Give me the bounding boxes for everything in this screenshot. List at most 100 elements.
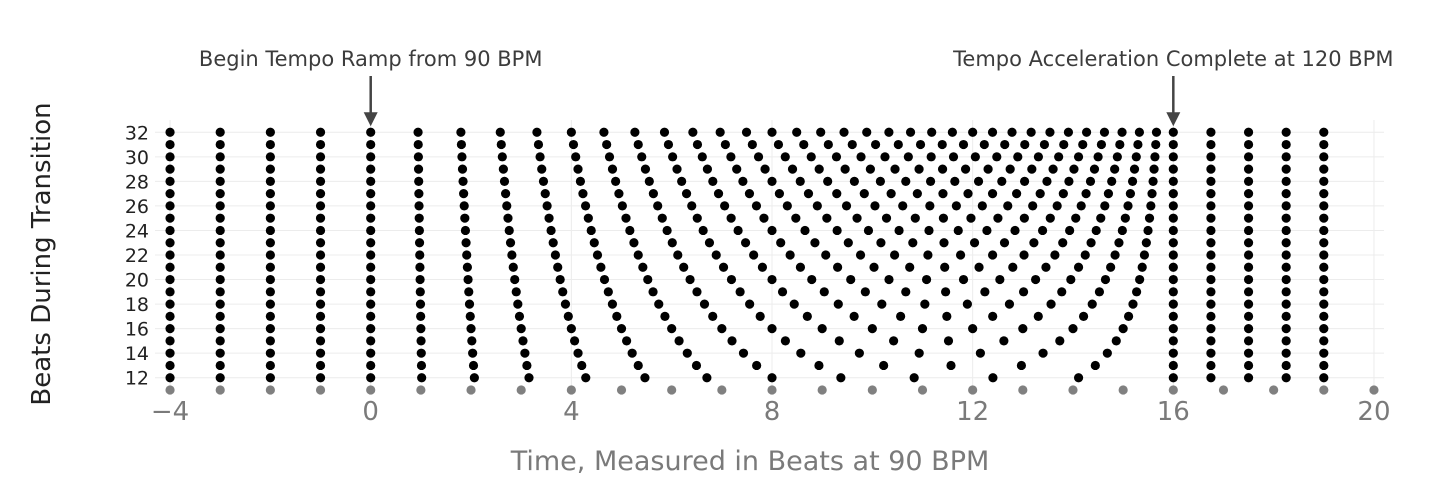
data-point xyxy=(416,311,426,321)
data-point xyxy=(1008,262,1018,272)
data-point xyxy=(215,299,225,309)
data-point xyxy=(718,262,729,272)
data-point xyxy=(1115,139,1125,150)
data-point xyxy=(870,201,880,211)
data-point xyxy=(1069,164,1079,174)
data-point xyxy=(457,164,468,174)
data-point xyxy=(1243,274,1254,285)
data-point xyxy=(415,287,425,297)
data-point xyxy=(720,201,730,211)
data-point xyxy=(1319,373,1329,383)
data-point xyxy=(627,348,637,358)
data-point xyxy=(165,189,175,199)
data-point xyxy=(1151,127,1162,137)
data-point xyxy=(908,238,918,248)
data-point xyxy=(265,274,275,285)
x-tick-label: 16 xyxy=(1157,397,1190,427)
data-point xyxy=(791,213,801,223)
y-tick-label: 16 xyxy=(125,319,149,341)
data-point xyxy=(988,373,998,383)
data-point xyxy=(963,189,973,199)
reference-point xyxy=(265,385,275,395)
data-point xyxy=(1319,299,1329,309)
data-point xyxy=(1168,299,1178,309)
data-point xyxy=(215,373,225,383)
data-point xyxy=(846,274,856,285)
data-point xyxy=(1127,176,1138,186)
data-point xyxy=(685,274,695,285)
data-point xyxy=(1168,238,1178,248)
data-point xyxy=(315,360,326,371)
data-point xyxy=(1058,189,1068,199)
data-point xyxy=(466,324,476,334)
data-point xyxy=(708,176,718,186)
data-point xyxy=(914,164,924,174)
data-point xyxy=(265,152,275,162)
data-point xyxy=(366,324,376,334)
data-point xyxy=(265,189,275,199)
data-point xyxy=(1319,164,1329,174)
data-point xyxy=(558,287,568,297)
data-point xyxy=(1005,164,1015,174)
data-point xyxy=(1048,164,1058,174)
data-point xyxy=(165,139,175,150)
data-point xyxy=(1281,336,1291,346)
data-point xyxy=(1096,139,1107,150)
data-point xyxy=(660,311,670,321)
data-point xyxy=(413,139,423,150)
annotations: Begin Tempo Ramp from 90 BPM Tempo Accele… xyxy=(199,47,1393,127)
data-point xyxy=(947,127,957,137)
data-point xyxy=(1319,262,1329,272)
data-point xyxy=(366,176,376,186)
data-point xyxy=(414,189,424,199)
reference-point xyxy=(315,385,326,395)
data-point xyxy=(1065,225,1075,236)
data-point xyxy=(315,238,326,248)
data-point xyxy=(880,152,890,162)
annotation-arrow-head xyxy=(363,112,378,127)
data-point xyxy=(898,201,908,211)
data-point xyxy=(1243,299,1254,309)
data-point xyxy=(1151,139,1161,150)
data-point xyxy=(1243,287,1254,297)
data-point xyxy=(215,139,225,150)
data-point xyxy=(165,262,175,272)
data-point xyxy=(927,127,937,137)
data-point xyxy=(1100,201,1110,211)
data-point xyxy=(755,311,765,321)
data-point xyxy=(265,262,275,272)
data-point xyxy=(1168,287,1178,297)
data-point xyxy=(951,201,961,211)
data-point xyxy=(366,373,376,383)
grid xyxy=(155,120,1384,390)
data-point xyxy=(456,127,466,137)
data-point xyxy=(415,274,425,285)
data-point xyxy=(796,348,806,358)
data-point xyxy=(1281,225,1291,236)
data-point xyxy=(315,262,326,272)
data-point xyxy=(1052,201,1062,211)
data-point xyxy=(165,274,175,285)
data-point xyxy=(1110,164,1120,174)
data-point xyxy=(925,201,935,211)
data-point xyxy=(533,139,544,150)
data-point xyxy=(970,152,980,162)
data-point xyxy=(795,262,806,272)
data-point xyxy=(518,336,528,346)
data-point xyxy=(1319,311,1329,321)
data-point xyxy=(1031,274,1041,285)
data-point xyxy=(1319,225,1329,236)
data-point xyxy=(733,225,743,236)
reference-point xyxy=(1319,385,1329,395)
data-point xyxy=(816,127,826,137)
data-point xyxy=(780,336,790,346)
data-point xyxy=(1059,139,1069,150)
data-point xyxy=(926,152,936,162)
data-point xyxy=(832,225,842,236)
reference-point xyxy=(767,385,777,395)
data-point xyxy=(1206,152,1216,162)
data-point xyxy=(1168,127,1178,137)
data-point xyxy=(560,299,571,309)
data-point xyxy=(165,373,175,383)
data-point xyxy=(751,201,762,211)
